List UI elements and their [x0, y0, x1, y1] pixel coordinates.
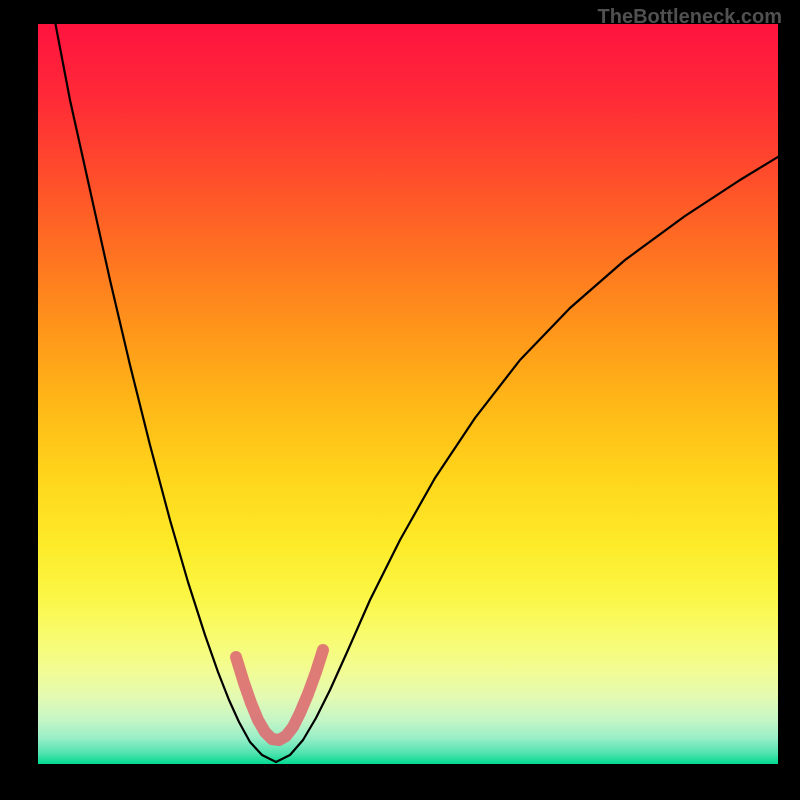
watermark-text: TheBottleneck.com	[598, 6, 782, 29]
curve-layer	[38, 24, 778, 764]
bottleneck-curve	[53, 24, 778, 762]
plot-area	[38, 24, 778, 764]
